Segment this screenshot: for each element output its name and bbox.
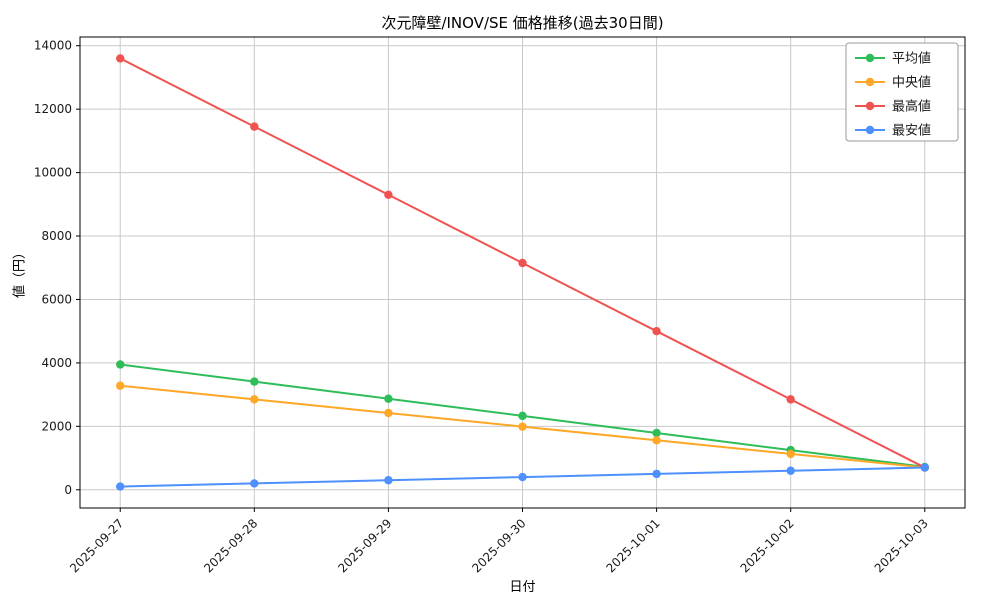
series-point: [652, 326, 661, 336]
y-tick-label: 12000: [34, 102, 72, 116]
legend-label: 平均値: [892, 51, 931, 67]
series-point: [384, 394, 393, 403]
series-point: [384, 408, 393, 418]
series-point: [518, 258, 527, 268]
series-point: [518, 472, 527, 482]
legend-label: 中央値: [892, 75, 931, 91]
series-point: [786, 449, 795, 459]
series-point: [652, 469, 661, 479]
legend-marker: [865, 77, 875, 87]
series-point: [250, 395, 259, 404]
x-tick-label: 2025-09-29: [335, 516, 394, 575]
y-tick-label: 6000: [41, 292, 72, 306]
series-point: [518, 422, 527, 431]
series-point: [384, 190, 393, 199]
series-point: [786, 395, 795, 404]
legend-marker: [865, 125, 875, 135]
series-point: [250, 122, 259, 131]
x-axis-label: 日付: [509, 580, 536, 595]
x-tick-label: 2025-10-03: [872, 516, 931, 575]
x-tick-label: 2025-10-02: [738, 516, 797, 575]
legend-label: 最安値: [892, 123, 931, 139]
x-tick-label: 2025-10-01: [603, 516, 662, 575]
series-point: [116, 381, 125, 390]
series-point: [384, 476, 393, 485]
chart-title: 次元障壁/INOV/SE 価格推移(過去30日間): [381, 14, 664, 32]
legend-box: [845, 42, 959, 142]
series-point: [116, 360, 125, 369]
y-tick-label: 2000: [41, 419, 72, 433]
y-tick-label: 14000: [34, 39, 72, 53]
y-tick-label: 8000: [41, 229, 72, 243]
series-point: [116, 54, 125, 63]
series-point: [250, 479, 259, 488]
series-point: [116, 482, 125, 491]
y-tick-label: 4000: [41, 356, 72, 370]
legend-label: 最高値: [892, 99, 931, 115]
legend-marker: [865, 101, 875, 111]
series-point: [652, 428, 661, 438]
y-tick-label: 10000: [34, 166, 72, 180]
x-tick-label: 2025-09-30: [469, 516, 528, 575]
series-point: [518, 411, 527, 421]
y-tick-label: 0: [64, 483, 72, 497]
x-tick-label: 2025-09-27: [67, 516, 126, 575]
x-tick-label: 2025-09-28: [201, 516, 260, 575]
series-point: [250, 377, 259, 386]
legend-marker: [865, 53, 875, 63]
series-point: [652, 436, 661, 445]
series-point: [920, 463, 929, 472]
series-point: [786, 466, 795, 475]
